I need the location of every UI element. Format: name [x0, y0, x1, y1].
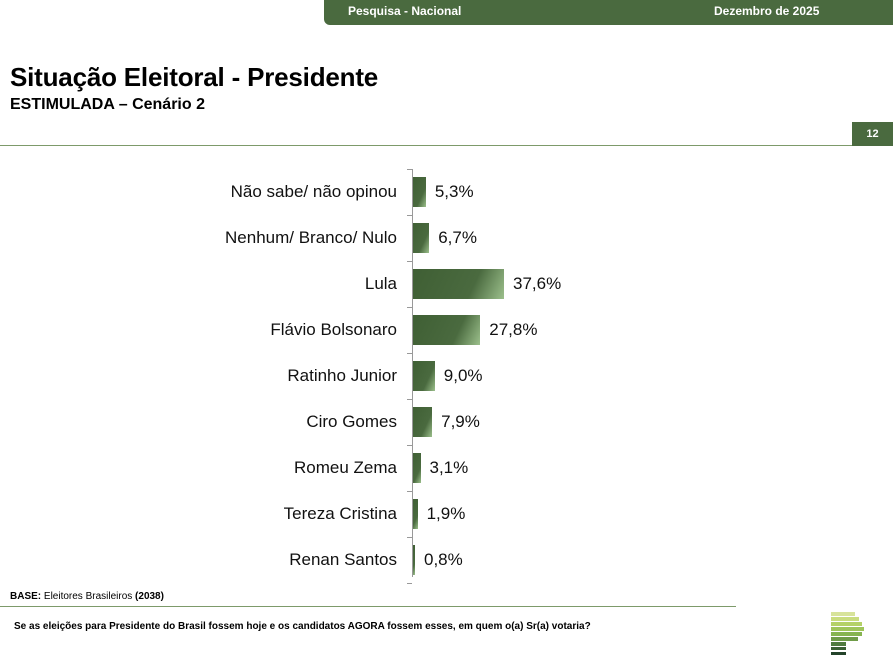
- axis-tick: [407, 537, 412, 538]
- bar: [413, 315, 481, 345]
- bar-row: Ciro Gomes 7,9%: [0, 399, 893, 445]
- base-label: BASE:: [10, 591, 42, 602]
- axis-tick: [407, 169, 412, 170]
- value-label: 6,7%: [438, 228, 477, 247]
- bar: [413, 177, 426, 207]
- axis-tick: [407, 583, 412, 584]
- value-label: 3,1%: [429, 458, 469, 477]
- bar-row: Lula 37,6%: [0, 261, 893, 307]
- category-label: Ciro Gomes: [306, 412, 397, 431]
- category-label: Flávio Bolsonaro: [270, 320, 397, 339]
- axis-tick: [407, 307, 412, 308]
- value-label: 0,8%: [424, 550, 463, 569]
- footer-divider: [0, 606, 736, 607]
- axis-tick: [407, 261, 412, 262]
- category-label: Romeu Zema: [294, 458, 397, 477]
- axis-tick: [407, 445, 412, 446]
- bar: [413, 407, 433, 437]
- y-axis: [412, 169, 413, 577]
- brand-logo-icon: [831, 612, 867, 658]
- value-label: 27,8%: [489, 320, 538, 339]
- page-number: 12: [852, 122, 893, 146]
- bar: [413, 361, 435, 391]
- bar: [413, 453, 421, 483]
- bar-row: Ratinho Junior 9,0%: [0, 353, 893, 399]
- header-bar: Pesquisa - Nacional Dezembro de 2025: [324, 0, 893, 25]
- base-note: BASE: Eleitores Brasileiros (2038): [10, 591, 164, 602]
- bar-row: Nenhum/ Branco/ Nulo 6,7%: [0, 215, 893, 261]
- axis-tick: [407, 399, 412, 400]
- bar: [413, 545, 415, 575]
- category-label: Lula: [364, 274, 397, 293]
- bar-row: Flávio Bolsonaro 27,8%: [0, 307, 893, 353]
- survey-label: Pesquisa - Nacional: [348, 4, 462, 18]
- base-text: Eleitores Brasileiros: [41, 591, 136, 602]
- value-label: 5,3%: [434, 182, 474, 201]
- axis-tick: [407, 491, 412, 492]
- bar: [413, 499, 418, 529]
- axis-tick: [407, 353, 412, 354]
- survey-question: Se as eleições para Presidente do Brasil…: [14, 621, 591, 632]
- page-title: Situação Eleitoral - Presidente: [10, 62, 379, 92]
- bar-row: Renan Santos 0,8%: [0, 537, 893, 583]
- value-label: 37,6%: [512, 274, 562, 293]
- category-label: Nenhum/ Branco/ Nulo: [225, 228, 397, 247]
- header-divider: [0, 145, 852, 146]
- value-label: 7,9%: [441, 412, 480, 431]
- bar-row: Não sabe/ não opinou 5,3%: [0, 169, 893, 215]
- bar: [413, 223, 430, 253]
- bar-row: Romeu Zema 3,1%: [0, 445, 893, 491]
- category-label: Ratinho Junior: [287, 366, 397, 385]
- category-label: Tereza Cristina: [283, 504, 397, 523]
- bar: [413, 269, 504, 299]
- value-label: 1,9%: [426, 504, 466, 523]
- bar-row: Tereza Cristina 1,9%: [0, 491, 893, 537]
- page-subtitle: ESTIMULADA – Cenário 2: [10, 96, 205, 113]
- category-label: Não sabe/ não opinou: [230, 182, 397, 201]
- base-count: (2038): [135, 591, 164, 602]
- axis-tick: [407, 215, 412, 216]
- value-label: 9,0%: [443, 366, 483, 385]
- date-label: Dezembro de 2025: [714, 4, 820, 18]
- category-label: Renan Santos: [289, 550, 397, 569]
